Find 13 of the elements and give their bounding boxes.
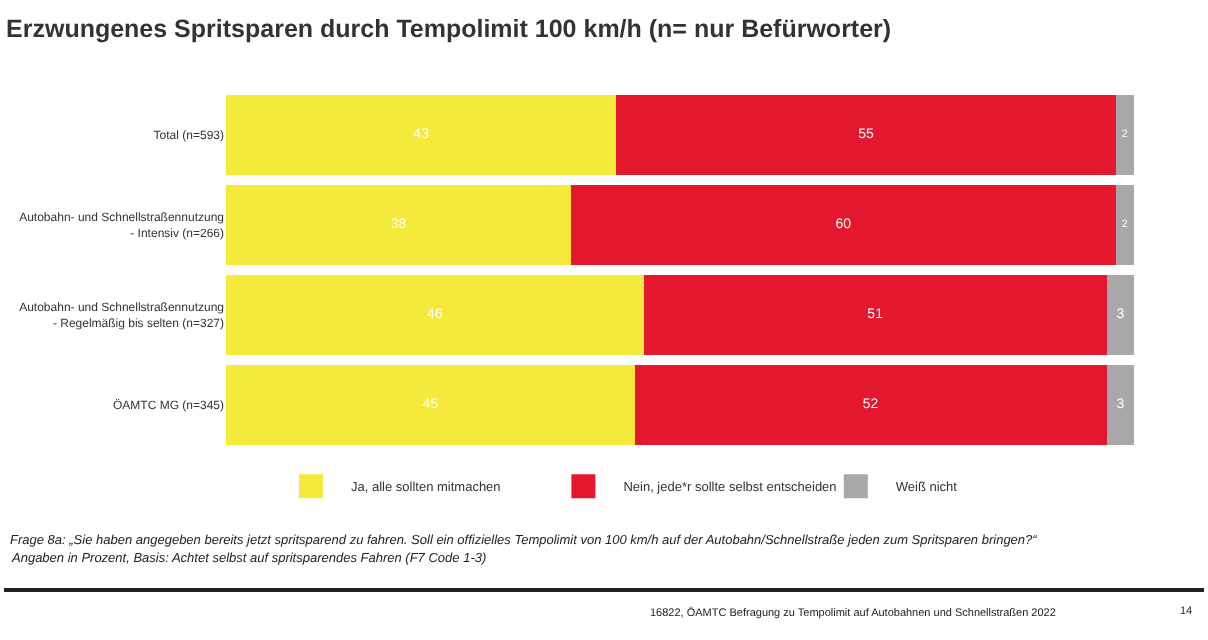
bar [1115, 185, 1134, 265]
bar [616, 95, 1116, 175]
bar [571, 185, 1116, 265]
bar [1106, 365, 1134, 445]
bar [1106, 275, 1134, 355]
chart-title: Erzwungenes Spritsparen durch Tempolimit 100 km/h (n= nur Befürworter) [6, 14, 892, 43]
bar [226, 95, 617, 175]
bar [643, 275, 1107, 355]
bar [634, 365, 1107, 445]
bar [226, 185, 572, 265]
bar [226, 365, 635, 445]
bar [226, 275, 644, 355]
bar [1115, 95, 1134, 175]
